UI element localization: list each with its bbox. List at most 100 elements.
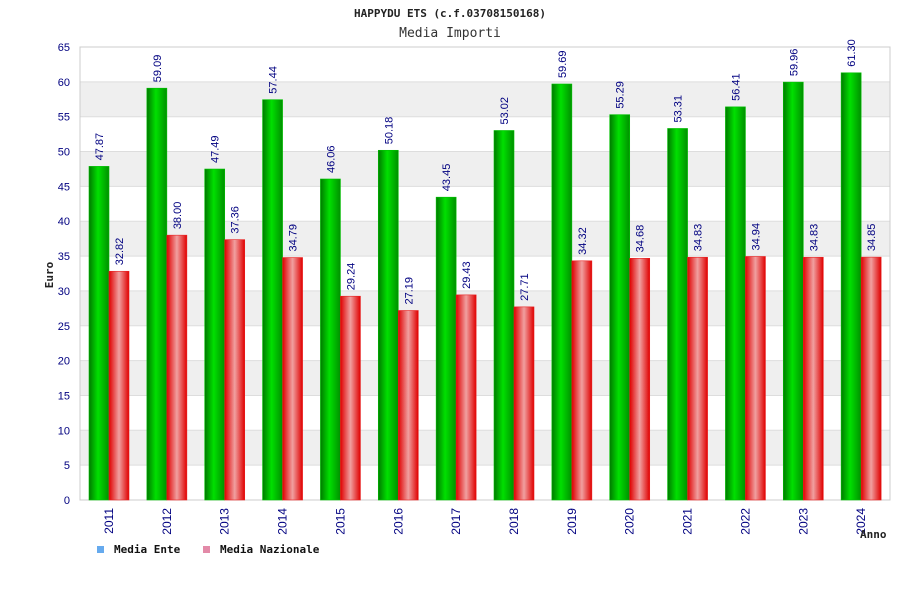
bar-nazionale [224,239,246,501]
x-tick-label: 2021 [681,508,695,535]
y-tick-label: 15 [58,390,70,402]
y-tick-label: 0 [64,495,70,507]
bar-value-label: 59.96 [788,49,800,77]
chart-title: HAPPYDU ETS (c.f.03708150168) [354,7,546,20]
x-axis-ticks: 2011 2012 2013 2014 2015 2016 2017 2018 2019 2020… [102,508,868,535]
legend-label-nazionale: Media Nazionale [220,543,320,556]
y-tick-label: 40 [58,216,70,228]
bar-value-label: 27.71 [519,273,531,301]
y-tick-label: 60 [58,77,70,89]
grid-band [80,81,890,117]
grid-band [80,430,890,466]
x-tick-label: 2017 [449,508,463,535]
bar-nazionale [802,256,824,501]
x-tick-label: 2015 [333,508,347,535]
bar-value-label: 34.32 [577,227,589,255]
bar-value-label: 61.30 [846,39,858,67]
bar-value-label: 59.69 [557,50,569,78]
bar-value-label: 32.82 [114,238,126,266]
bar-value-label: 38.00 [172,202,184,230]
bar-ente [320,178,341,501]
y-tick-label: 10 [58,425,70,437]
bar-nazionale [166,234,188,501]
bar-value-label: 56.41 [730,73,742,101]
grid-bands [80,81,890,466]
bar-value-label: 27.19 [403,277,415,305]
bar-value-label: 46.06 [325,145,337,173]
x-tick-label: 2014 [276,508,290,535]
bar-ente [146,87,168,501]
x-tick-label: 2011 [102,508,116,534]
legend: Media Ente Media Nazionale [97,543,320,556]
bar-value-label: 50.18 [383,117,395,145]
y-axis-label: Euro [43,261,56,288]
grid-band [80,151,890,187]
bar-value-label: 59.09 [152,55,164,83]
bar-value-label: 34.85 [866,224,878,252]
bar-value-label: 57.44 [268,66,280,94]
bar-nazionale [860,256,882,501]
x-tick-label: 2012 [160,508,174,535]
value-labels: 47.87 32.82 59.09 38.00 47.49 37.36 57.44 34.79… [94,39,878,304]
bar-nazionale [687,256,708,501]
bar-ente [377,149,399,501]
bar-ente [435,196,457,501]
bar-value-label: 37.36 [230,206,242,234]
bar-nazionale [108,270,130,501]
grid-band [80,360,890,396]
bar-nazionale [340,295,361,501]
bar-ente [609,114,631,501]
y-tick-label: 65 [58,42,70,54]
bar-ente [262,99,283,501]
bar-value-label: 34.94 [750,223,762,251]
bar-ente [493,130,515,501]
bar-value-label: 34.83 [808,224,820,252]
legend-swatch-nazionale [203,546,210,553]
bar-ente [782,81,804,501]
y-tick-label: 55 [58,112,70,124]
bar-nazionale [513,306,535,501]
y-tick-label: 45 [58,181,70,193]
bar-ente [667,128,688,501]
y-tick-label: 35 [58,251,70,263]
x-tick-label: 2022 [738,508,752,535]
bar-ente [551,83,573,501]
bar-ente [840,72,862,501]
grid-band [80,290,890,326]
bar-value-label: 47.87 [94,133,106,161]
legend-swatch-ente [97,546,104,553]
plot-frame [79,46,891,501]
y-axis-ticks: 0 5 10 15 20 25 30 35 40 45 50 55 60 65 [58,42,70,507]
bar-value-label: 29.43 [461,261,473,289]
bar-value-label: 43.45 [441,164,453,192]
x-axis-label: Anno [860,528,887,541]
grid-band [80,221,890,257]
y-tick-label: 25 [58,321,70,333]
bar-value-label: 47.49 [210,135,222,163]
bar-nazionale [397,310,419,501]
x-tick-label: 2016 [391,508,405,535]
x-tick-label: 2020 [623,508,637,535]
bar-nazionale [571,260,593,501]
bar-nazionale [455,294,477,501]
bars [88,72,882,501]
y-tick-label: 5 [64,460,70,472]
y-tick-label: 20 [58,356,70,368]
bar-value-label: 53.02 [499,97,511,125]
x-tick-label: 2019 [565,508,579,535]
bar-ente [88,166,110,501]
x-tick-label: 2024 [854,508,868,535]
x-tick-label: 2023 [796,508,810,535]
bar-nazionale [745,256,766,501]
bar-nazionale [282,257,303,501]
bar-value-label: 34.83 [693,224,705,252]
y-tick-label: 50 [58,147,70,159]
x-tick-label: 2018 [507,508,521,535]
chart-subtitle: Media Importi [399,26,501,41]
bar-value-label: 29.24 [345,263,357,291]
bar-value-label: 34.68 [635,225,647,253]
y-tick-label: 30 [58,286,70,298]
x-tick-label: 2013 [218,508,232,535]
bar-value-label: 34.79 [288,224,300,252]
